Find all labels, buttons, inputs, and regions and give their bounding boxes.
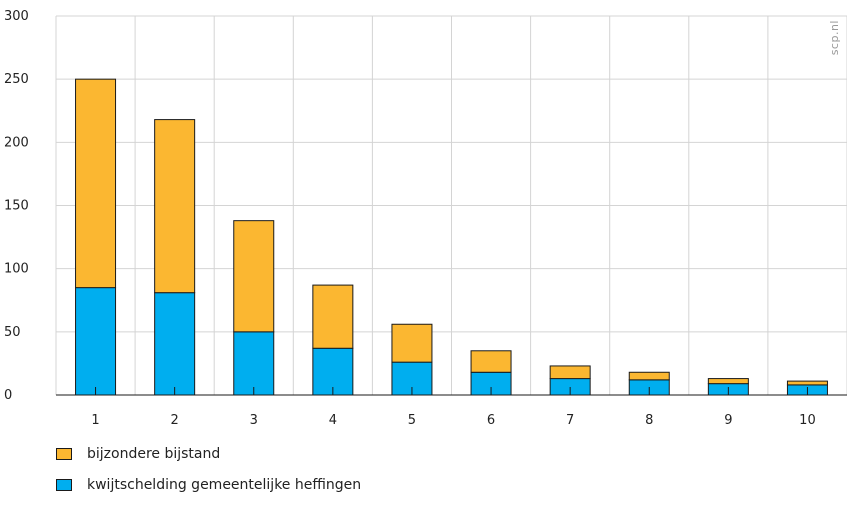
x-tick-label: 3 xyxy=(250,413,258,428)
bar-segment-kwijtschelding xyxy=(75,287,117,396)
stacked-bar-chart: 0 50 100 150 200 250 300 1 2 3 4 5 6 7 8 9 10 xyxy=(4,9,847,428)
legend-label: kwijtschelding gemeentelijke heffingen xyxy=(87,477,362,493)
legend-item-bijzondere-bijstand: bijzondere bijstand xyxy=(56,444,361,464)
bar-segment-bijzondere-bijstand xyxy=(312,284,354,349)
x-tick-label: 10 xyxy=(799,413,816,428)
x-tick-label: 6 xyxy=(487,413,495,428)
legend-swatch-orange xyxy=(56,448,72,460)
legend-swatch-blue xyxy=(56,479,72,491)
y-tick-label: 100 xyxy=(4,262,29,277)
x-tick-label: 5 xyxy=(408,413,416,428)
y-tick-label: 0 xyxy=(4,388,12,403)
x-tick-label: 7 xyxy=(566,413,574,428)
y-tick-label: 250 xyxy=(4,72,29,87)
bar-segment-kwijtschelding xyxy=(154,292,196,396)
y-tick-label: 300 xyxy=(4,9,29,24)
legend-item-kwijtschelding: kwijtschelding gemeentelijke heffingen xyxy=(56,475,361,495)
bar-segment-bijzondere-bijstand xyxy=(628,371,670,381)
bar-segment-bijzondere-bijstand xyxy=(233,220,275,333)
watermark: scp.nl xyxy=(828,20,841,56)
legend: bijzondere bijstand kwijtschelding gemee… xyxy=(56,444,361,506)
bar-segment-bijzondere-bijstand xyxy=(470,350,512,373)
bar-segment-bijzondere-bijstand xyxy=(154,119,196,294)
x-tick-label: 9 xyxy=(724,413,732,428)
bar-segment-bijzondere-bijstand xyxy=(75,78,117,289)
bar-segment-bijzondere-bijstand xyxy=(549,365,591,380)
bar-segment-bijzondere-bijstand xyxy=(707,378,749,385)
bar-segment-bijzondere-bijstand xyxy=(786,380,828,386)
x-tick-label: 8 xyxy=(645,413,653,428)
x-tick-label: 2 xyxy=(171,413,179,428)
bar-segment-kwijtschelding xyxy=(233,331,275,396)
x-tick-label: 1 xyxy=(91,413,99,428)
y-tick-label: 50 xyxy=(4,325,21,340)
y-tick-label: 200 xyxy=(4,135,29,150)
x-tick-label: 4 xyxy=(329,413,337,428)
y-tick-label: 150 xyxy=(4,199,29,214)
legend-label: bijzondere bijstand xyxy=(87,446,221,462)
bar-segment-bijzondere-bijstand xyxy=(391,323,433,363)
